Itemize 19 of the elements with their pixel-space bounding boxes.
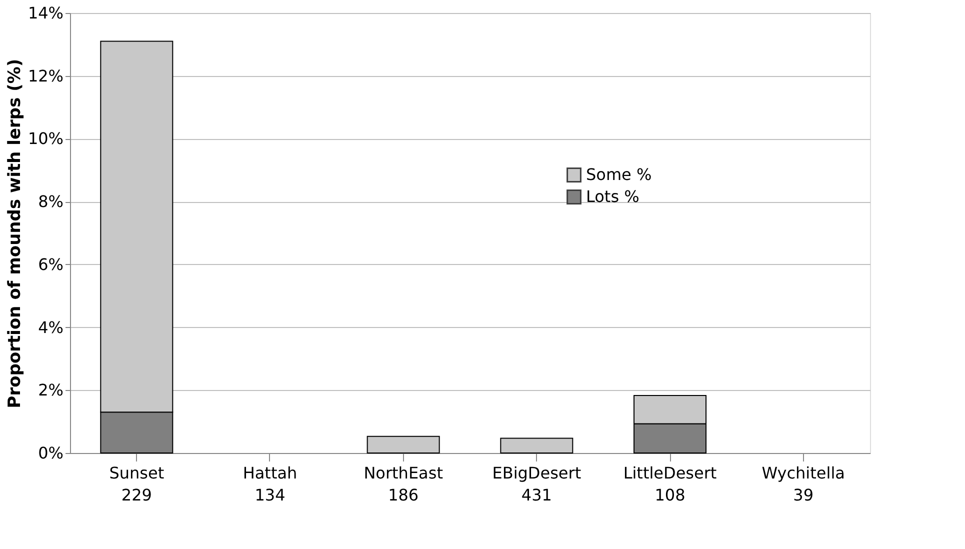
bar: [366, 436, 440, 454]
x-tick-label: NorthEast 186: [364, 464, 443, 504]
y-tick-label: 14%: [28, 4, 64, 22]
y-tick-label: 4%: [38, 318, 64, 337]
x-tick-label: EBigDesert 431: [492, 464, 582, 504]
y-tick-label: 0%: [38, 444, 64, 462]
x-tick-label: Wychitella 39: [762, 464, 845, 504]
y-tick-label: 8%: [38, 192, 64, 212]
y-tick-label: 10%: [28, 129, 64, 148]
y-tick-label: 12%: [28, 66, 64, 86]
legend-label: Some %: [586, 165, 652, 184]
y-axis-title: Proportion of mounds with lerps (%): [4, 58, 25, 408]
x-tick-label: LittleDesert 108: [623, 464, 717, 504]
bar: [500, 438, 574, 454]
x-tick-label: Hattah 134: [242, 464, 298, 504]
x-tick-label: Sunset 229: [109, 464, 164, 504]
legend-label: Lots %: [586, 187, 640, 206]
y-tick-label: 2%: [38, 380, 64, 400]
y-tick-label: 6%: [38, 254, 64, 274]
